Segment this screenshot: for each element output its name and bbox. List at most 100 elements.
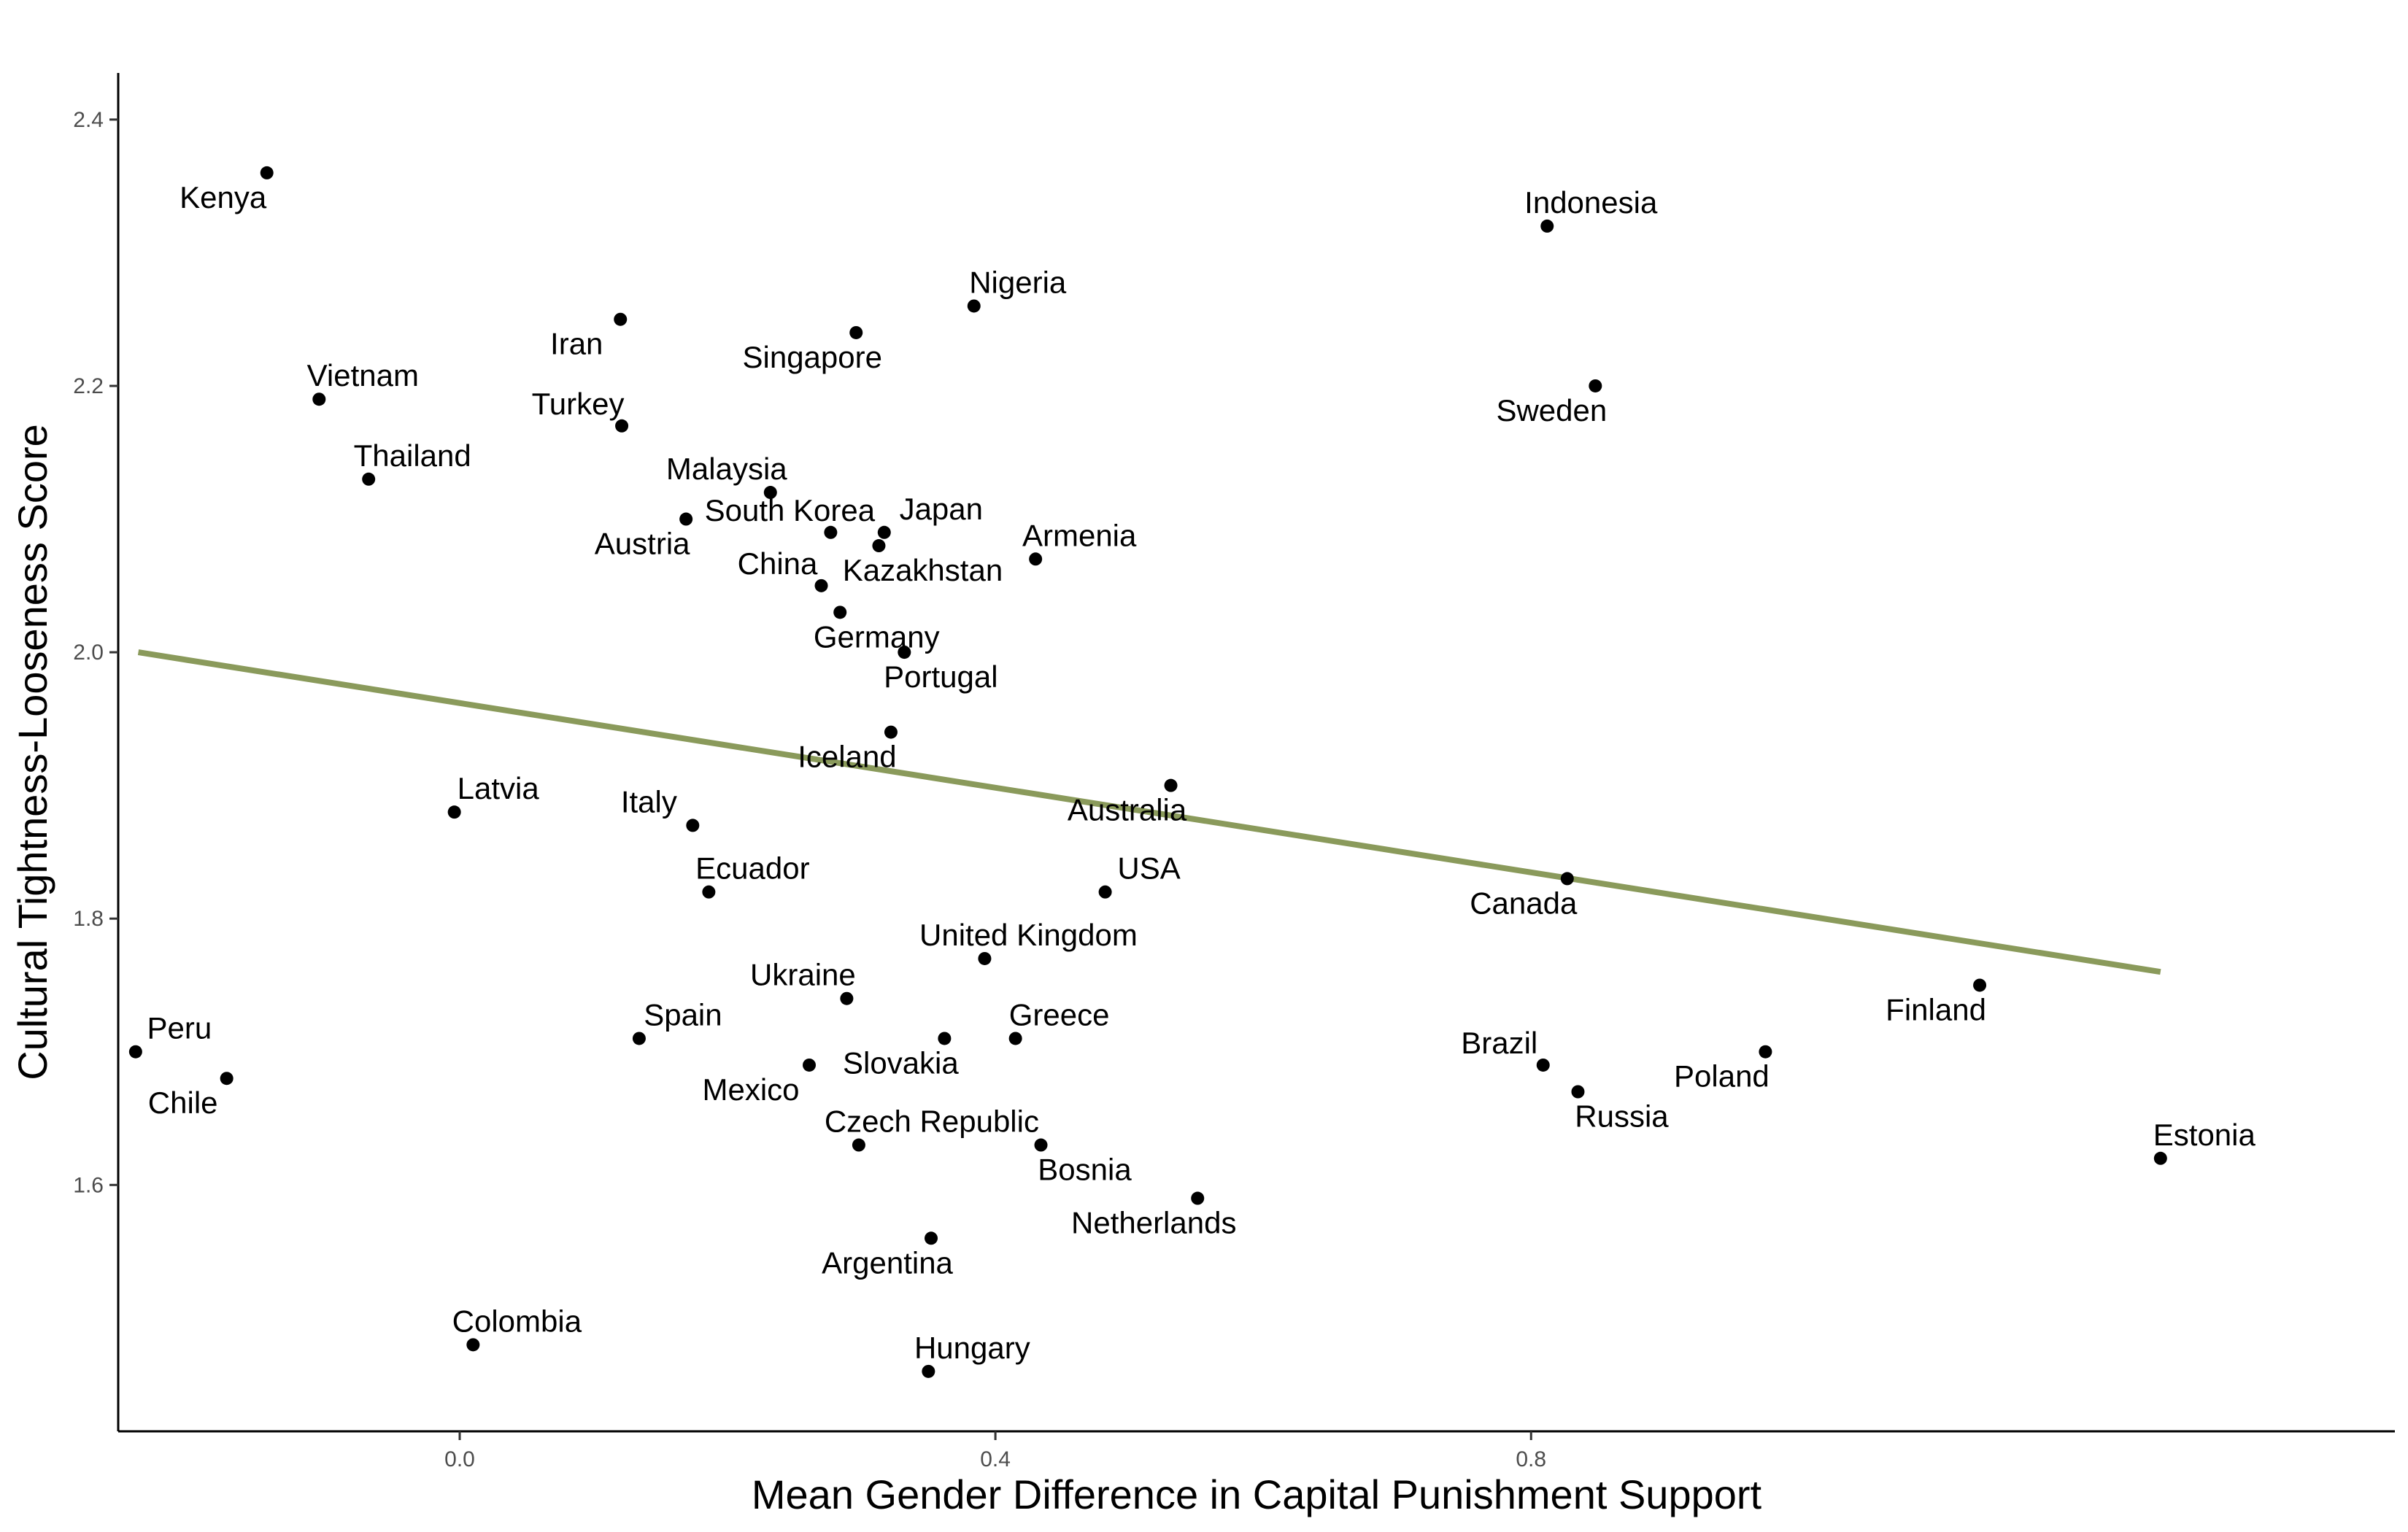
data-point bbox=[128, 1045, 142, 1059]
data-point bbox=[849, 325, 863, 339]
data-point bbox=[1759, 1045, 1772, 1059]
data-point bbox=[967, 299, 981, 313]
point-label: Slovakia bbox=[843, 1045, 959, 1080]
x-tick-label: 0.0 bbox=[444, 1447, 475, 1471]
data-point bbox=[877, 525, 891, 539]
point-label: Kazakhstan bbox=[843, 553, 1003, 587]
trend-layer bbox=[137, 649, 2161, 975]
data-point bbox=[898, 646, 911, 659]
point-label: Austria bbox=[595, 527, 690, 561]
x-axis-title: Mean Gender Difference in Capital Punish… bbox=[752, 1471, 1762, 1517]
data-point bbox=[466, 1338, 480, 1352]
point-label: Mexico bbox=[702, 1072, 799, 1107]
point-label: Portugal bbox=[884, 659, 997, 694]
point-label: Sweden bbox=[1496, 393, 1607, 428]
point-label: Latvia bbox=[458, 771, 540, 805]
data-point bbox=[1536, 1058, 1550, 1072]
data-point bbox=[614, 312, 628, 326]
data-point bbox=[852, 1138, 865, 1152]
data-point bbox=[220, 1072, 234, 1086]
point-label: Estonia bbox=[2153, 1118, 2256, 1152]
point-label: Spain bbox=[644, 997, 722, 1032]
point-label: Canada bbox=[1470, 886, 1578, 920]
point-label: Peru bbox=[147, 1011, 212, 1045]
point-label: South Korea bbox=[705, 493, 876, 527]
point-label: Chile bbox=[148, 1086, 218, 1120]
data-point bbox=[884, 725, 898, 739]
data-point bbox=[978, 951, 992, 965]
point-label: Iran bbox=[550, 327, 603, 361]
y-tick-label: 2.4 bbox=[73, 108, 104, 132]
data-point bbox=[702, 885, 716, 899]
data-point bbox=[938, 1032, 952, 1045]
data-point bbox=[922, 1364, 935, 1378]
data-point bbox=[1008, 1032, 1022, 1045]
point-label: Bosnia bbox=[1038, 1153, 1132, 1187]
x-tick-label: 0.4 bbox=[980, 1447, 1011, 1471]
data-point bbox=[686, 819, 700, 832]
points-layer bbox=[128, 166, 2167, 1378]
data-point bbox=[1029, 552, 1043, 566]
y-tick-label: 2.0 bbox=[73, 641, 104, 665]
point-label: Malaysia bbox=[666, 452, 787, 486]
axes: 0.0 0.4 0.8 1.6 1.8 2.0 2.2 2.4 bbox=[73, 73, 2395, 1471]
y-tick-label: 1.6 bbox=[73, 1173, 104, 1197]
point-label: Kenya bbox=[180, 180, 267, 214]
data-point bbox=[803, 1058, 817, 1072]
point-label: USA bbox=[1117, 851, 1180, 886]
point-label: Nigeria bbox=[969, 265, 1067, 299]
point-label: Brazil bbox=[1461, 1026, 1537, 1060]
data-point bbox=[824, 525, 838, 539]
point-label: Turkey bbox=[532, 387, 625, 421]
data-point bbox=[1589, 379, 1602, 392]
data-point bbox=[814, 579, 828, 592]
data-point bbox=[1098, 885, 1112, 899]
data-point bbox=[447, 805, 461, 819]
point-label: China bbox=[738, 546, 818, 581]
trend-line bbox=[137, 649, 2161, 975]
data-point bbox=[362, 472, 376, 486]
data-point bbox=[833, 606, 847, 619]
data-point bbox=[2153, 1151, 2167, 1165]
point-label: Argentina bbox=[822, 1245, 953, 1280]
x-ticks: 0.0 0.4 0.8 bbox=[444, 1431, 1546, 1471]
data-point bbox=[872, 539, 886, 553]
point-label: Armenia bbox=[1022, 518, 1137, 552]
point-label: United Kingdom bbox=[919, 918, 1138, 952]
data-point bbox=[925, 1231, 938, 1245]
point-labels-layer: Kenya Indonesia Nigeria Iran Singapore Sweden… bbox=[147, 180, 2255, 1365]
y-axis-title: Cultural Tightness-Looseness Score bbox=[9, 424, 55, 1080]
point-label: Iceland bbox=[798, 740, 896, 774]
data-point bbox=[1973, 978, 1987, 992]
point-label: Australia bbox=[1068, 793, 1187, 827]
data-point bbox=[1540, 219, 1554, 233]
point-label: Japan bbox=[900, 492, 983, 526]
data-point bbox=[1164, 778, 1178, 792]
data-point bbox=[1034, 1138, 1048, 1152]
point-label: Indonesia bbox=[1524, 185, 1658, 220]
point-label: Poland bbox=[1674, 1059, 1770, 1094]
point-label: Finland bbox=[1886, 992, 1986, 1026]
data-point bbox=[840, 991, 854, 1005]
point-label: Singapore bbox=[743, 340, 882, 374]
point-label: Netherlands bbox=[1071, 1206, 1236, 1240]
point-label: Germany bbox=[814, 619, 940, 654]
data-point bbox=[632, 1032, 646, 1045]
point-label: Ecuador bbox=[695, 851, 809, 886]
data-point bbox=[312, 392, 326, 406]
x-tick-label: 0.8 bbox=[1516, 1447, 1546, 1471]
data-point bbox=[763, 486, 777, 500]
point-label: Colombia bbox=[452, 1304, 582, 1338]
y-ticks: 1.6 1.8 2.0 2.2 2.4 bbox=[73, 108, 118, 1197]
data-point bbox=[1571, 1085, 1585, 1099]
data-point bbox=[1191, 1191, 1205, 1205]
point-label: Czech Republic bbox=[825, 1104, 1039, 1139]
point-label: Thailand bbox=[354, 438, 471, 473]
point-label: Hungary bbox=[914, 1331, 1030, 1365]
point-label: Italy bbox=[621, 784, 677, 819]
data-point bbox=[615, 419, 629, 433]
point-label: Greece bbox=[1009, 997, 1110, 1032]
y-tick-label: 1.8 bbox=[73, 907, 104, 931]
